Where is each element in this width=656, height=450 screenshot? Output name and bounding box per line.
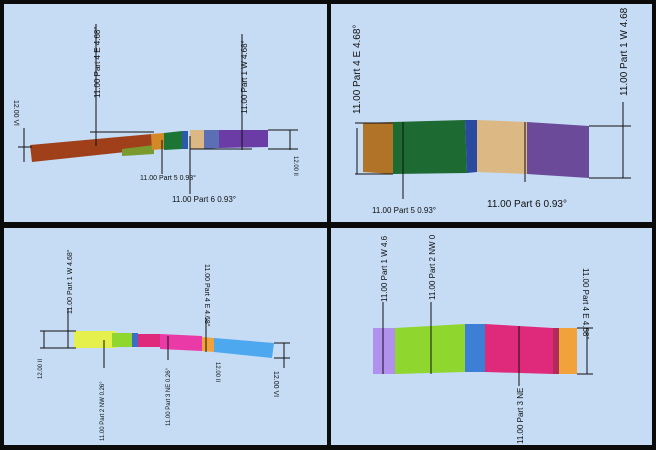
slab-part-lime bbox=[395, 324, 465, 374]
viewport-top-left-scene: 11.00 Part 4 E 4.68° 11.00 Part 1 W 4.68… bbox=[12, 24, 298, 204]
slab-part-orange bbox=[559, 328, 577, 374]
dimension-lines bbox=[40, 308, 290, 368]
viewport-bottom-left-scene: 11.00 Part 1 W 4.68° 11.00 Part 4 E 4.68… bbox=[38, 249, 290, 441]
viewport-top-right[interactable]: 11.00 Part 4 E 4.68° 11.00 Part 1 W 4.68… bbox=[331, 4, 652, 222]
slab-part-yellow bbox=[74, 331, 116, 348]
slab-part-lime bbox=[112, 333, 132, 347]
dim-label-part1: 11.00 Part 1 W 4.6 bbox=[380, 235, 389, 302]
slab-part-pink bbox=[138, 334, 160, 347]
slab-part-lavender bbox=[373, 328, 395, 374]
slab-part-tan bbox=[477, 120, 527, 174]
dim-label-part1: 11.00 Part 1 W 4.68 bbox=[619, 7, 630, 96]
slab-part-blue bbox=[182, 131, 188, 149]
slab-part-brown bbox=[30, 134, 154, 162]
slab-part-magenta bbox=[160, 334, 202, 351]
dim-label-part6: 11.00 Part 6 0.93° bbox=[172, 195, 236, 204]
dim-label-ii-small: 12.00 II bbox=[214, 362, 220, 382]
slab-part-blue bbox=[465, 324, 485, 372]
viewport-bottom-right-scene: 11.00 Part 1 W 4.6 11.00 Part 2 NW 0 11.… bbox=[373, 234, 593, 444]
dim-label-part5: 11.00 Part 5 0.93° bbox=[372, 206, 436, 215]
slab-part-green bbox=[164, 131, 182, 150]
dim-label-part4: 11.00 Part 4 E 4.68° bbox=[581, 268, 590, 340]
viewport-bottom-left[interactable]: 11.00 Part 1 W 4.68° 11.00 Part 4 E 4.68… bbox=[4, 228, 327, 445]
dim-label-part1: 11.00 Part 1 W 4.68° bbox=[66, 249, 74, 314]
dimension-lines bbox=[382, 302, 593, 386]
slab-part-blue bbox=[465, 120, 477, 173]
dim-label-ii-left: 12.00 II bbox=[38, 359, 44, 379]
dim-label-part2: 11.00 Part 2 NW 0.26° bbox=[100, 381, 106, 441]
dim-label-part4: 11.00 Part 4 E 4.68° bbox=[203, 264, 211, 327]
dim-label-vi: 12.00 VI bbox=[272, 371, 279, 397]
slab-part-olive bbox=[122, 145, 154, 156]
dim-label-vl-left: 12.00 Vl bbox=[12, 100, 19, 126]
slab-part-orange bbox=[363, 122, 393, 174]
slab-part-blue bbox=[132, 333, 138, 347]
dim-label-part3: 11.00 Part 3 NE 0.26° bbox=[166, 367, 172, 426]
dim-label-part1: 11.00 Part 1 W 4.68° bbox=[240, 40, 249, 114]
slab-part-sky bbox=[214, 338, 274, 358]
dim-label-part5: 11.00 Part 5 0.93° bbox=[140, 174, 196, 182]
dim-label-vl-right: 12.00 Il bbox=[292, 156, 298, 176]
slab-part-purple bbox=[527, 122, 589, 178]
dim-label-part4: 11.00 Part 4 E 4.68° bbox=[352, 25, 363, 114]
dimension-lines bbox=[355, 102, 631, 199]
slab-part-orange bbox=[151, 133, 164, 150]
dimension-lines bbox=[18, 24, 298, 194]
slab-part-slate bbox=[204, 130, 219, 149]
dim-label-part2: 11.00 Part 2 NW 0 bbox=[428, 234, 437, 300]
dim-label-part3: 11.00 Part 3 NE bbox=[516, 388, 525, 444]
slab-part-purple bbox=[219, 130, 268, 148]
viewport-bottom-right[interactable]: 11.00 Part 1 W 4.6 11.00 Part 2 NW 0 11.… bbox=[331, 228, 652, 445]
dim-label-part6: 11.00 Part 6 0.93° bbox=[487, 199, 567, 210]
slab-part-orange bbox=[202, 337, 214, 352]
viewport-top-left[interactable]: 11.00 Part 4 E 4.68° 11.00 Part 1 W 4.68… bbox=[4, 4, 327, 222]
viewport-top-right-scene: 11.00 Part 4 E 4.68° 11.00 Part 1 W 4.68… bbox=[352, 7, 631, 215]
slab-part-tan bbox=[190, 130, 204, 149]
slab-part-crimson bbox=[553, 328, 559, 374]
dim-label-part4: 11.00 Part 4 E 4.68° bbox=[93, 26, 102, 98]
slab-part-green bbox=[393, 120, 467, 174]
